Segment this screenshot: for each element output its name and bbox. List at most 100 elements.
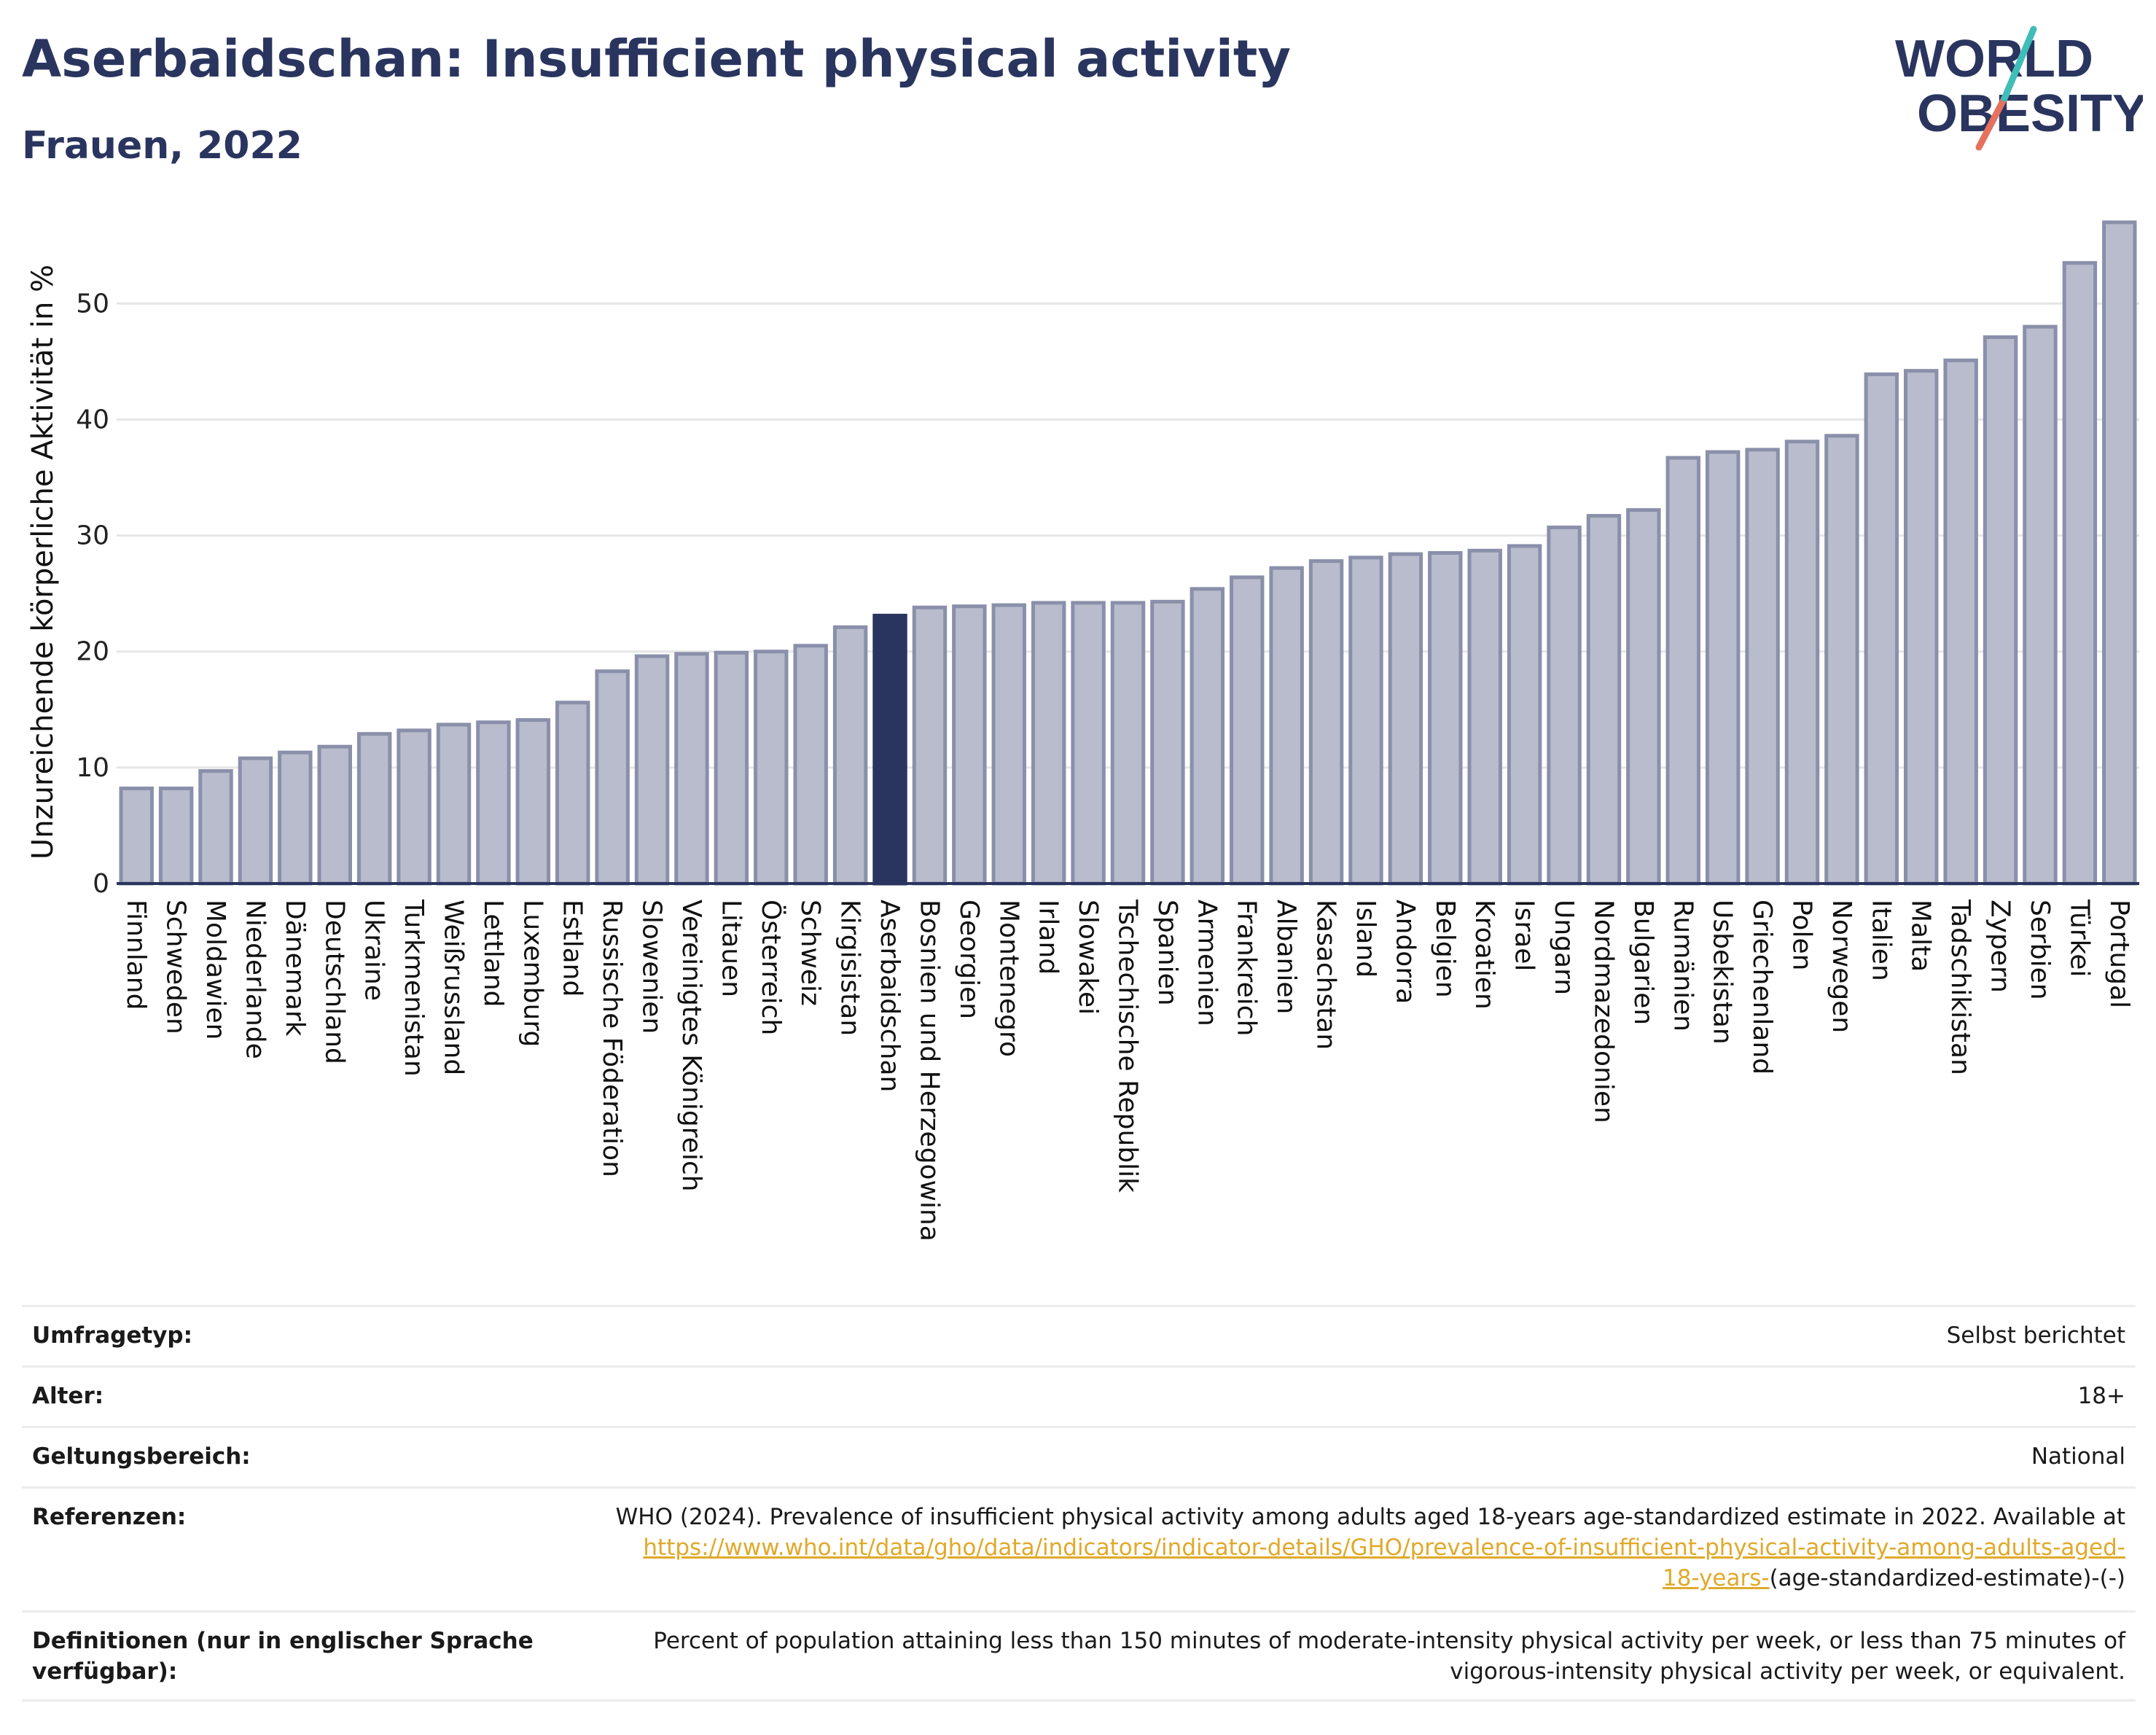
x-tick-label: Frankreich [1232,900,1262,1036]
x-tick-label: Norwegen [1827,900,1856,1033]
x-tick-label: Albanien [1271,900,1301,1014]
x-tick-label: Weißrussland [439,900,469,1075]
x-tick-label: Kasachstan [1311,900,1341,1050]
x-tick-label: Vereinigtes Königreich [676,900,706,1192]
x-tick-label: Deutschland [319,900,349,1064]
bar-Niederlande [238,756,273,886]
logo-slash-upper [2001,26,2037,102]
x-tick-label: Portugal [2104,900,2134,1008]
info-row-references: Referenzen: WHO (2024). Prevalence of in… [22,1486,2136,1610]
x-tick-label: Belgien [1430,900,1460,998]
bar-Frankreich [1230,575,1265,886]
x-tick-label: Italien [1866,900,1896,981]
x-tick-label: Armenien [1192,900,1222,1026]
x-tick-label: Usbekistan [1708,900,1738,1045]
bar-Kasachstan [1308,559,1344,886]
bar-Serbien [2023,324,2058,886]
bar-Schweden [158,787,194,886]
x-tick-label: Bulgarien [1628,900,1658,1025]
logo-line2: OBESITY [1917,85,2143,143]
bar-chart: 0 10 20 30 40 50 Finnland Schweden Moldawien Nie… [26,220,2139,1241]
age-label: Alter: [32,1383,104,1409]
bar-Litauen [714,650,749,886]
y-tick-label: 20 [76,637,109,667]
bar-Estland [555,701,590,886]
bar-Nordmazedonien [1586,514,1622,886]
bar-Moldawien [198,769,233,886]
y-tick-labels: 0 10 20 30 40 50 [76,289,109,899]
age-value: 18+ [2077,1383,2125,1409]
bar-Kroatien [1467,548,1502,886]
x-tick-label: Montenegro [993,900,1023,1057]
survey-type-value: Selbst berichtet [1946,1322,2125,1349]
x-tick-label: Schweden [161,900,191,1034]
x-tick-label: Niederlande [240,900,270,1059]
x-tick-label: Kirgisistan [835,900,865,1036]
x-tick-label: Moldawien [200,900,230,1040]
definitions-label: Definitionen (nur in englischer Sprache … [32,1628,534,1685]
info-table: Umfragetyp: Selbst berichtet Alter: 18+ … [22,1305,2136,1701]
x-tick-label: Bosnien und Herzegowina [914,900,944,1241]
y-tick-label: 40 [76,405,109,434]
bar-Belgien [1428,550,1463,886]
x-tick-label: Finnland [121,900,151,1010]
bar-Aserbaidschan [872,613,907,886]
references-text: WHO (2024). Prevalence of insufficient p… [615,1504,2125,1530]
bar-Polen [1784,440,1820,886]
bar-Bulgarien [1626,508,1661,886]
x-tick-label: Dänemark [280,900,310,1037]
x-tick-label: Rumänien [1668,900,1698,1032]
info-row-scope: Geltungsbereich: National [22,1426,2136,1486]
bar-Zypern [1983,335,2018,886]
y-tick-label: 10 [76,753,109,783]
x-tick-label: Polen [1787,900,1817,970]
references-link-cont[interactable]: 18-years- [1662,1565,1770,1591]
x-tick-label: Andorra [1390,900,1420,1004]
y-tick-label: 0 [93,869,109,899]
y-axis-label: Unzureichende körperliche Aktivität in % [26,265,60,859]
bar-Russische Föderation [595,669,630,886]
bar-Slowenien [634,654,670,886]
survey-type-label: Umfragetyp: [32,1322,192,1349]
bar-Finnland [119,787,154,886]
definitions-value: Percent of population attaining less tha… [653,1628,2125,1685]
x-tick-label: Türkei [2064,899,2094,977]
bar-Türkei [2062,261,2098,886]
bar-Dänemark [278,750,313,886]
bar-Österreich [754,650,789,886]
references-link[interactable]: https://www.who.int/data/gho/data/indica… [643,1535,2125,1561]
page-subtitle: Frauen, 2022 [22,124,302,168]
x-tick-label: Nordmazedonien [1588,900,1618,1123]
x-tick-label: Estland [558,900,587,997]
bar-Armenien [1190,587,1225,886]
bar-Vereinigtes Königreich [674,652,709,886]
logo-line1: WORLD [1895,30,2093,88]
logo-slash-lower [1975,95,2008,151]
scope-label: Geltungsbereich: [32,1443,251,1470]
x-tick-label: Griechenland [1747,900,1777,1075]
x-tick-label: Ungarn [1549,900,1579,995]
bar-Slowakei [1071,601,1106,886]
bar-Kirgisistan [832,625,868,886]
bar-Weißrussland [436,722,472,886]
x-tick-label: Ukraine [359,900,389,1001]
bar-Tschechische Republik [1110,601,1146,886]
x-tick-label: Serbien [2025,900,2055,1000]
x-tick-label: Slowenien [637,900,667,1034]
y-tick-label: 50 [76,289,109,319]
bar-Israel [1507,544,1542,886]
bar-Albanien [1269,566,1304,886]
bar-Georgien [952,604,987,886]
x-tick-labels: Finnland Schweden Moldawien Niederlande Däne… [121,899,2134,1241]
bar-Irland [1031,601,1066,886]
bar-Italien [1864,372,1899,886]
bar-Deutschland [317,744,352,886]
scope-value: National [2031,1443,2125,1470]
x-tick-label: Island [1351,900,1380,978]
bar-Griechenland [1745,448,1780,886]
bar-Spanien [1150,599,1185,886]
bar-Schweiz [793,644,828,886]
x-tick-label: Irland [1034,900,1063,975]
references-tail: (age-standardized-estimate)-(-) [1769,1565,2125,1591]
y-tick-label: 30 [76,521,109,551]
